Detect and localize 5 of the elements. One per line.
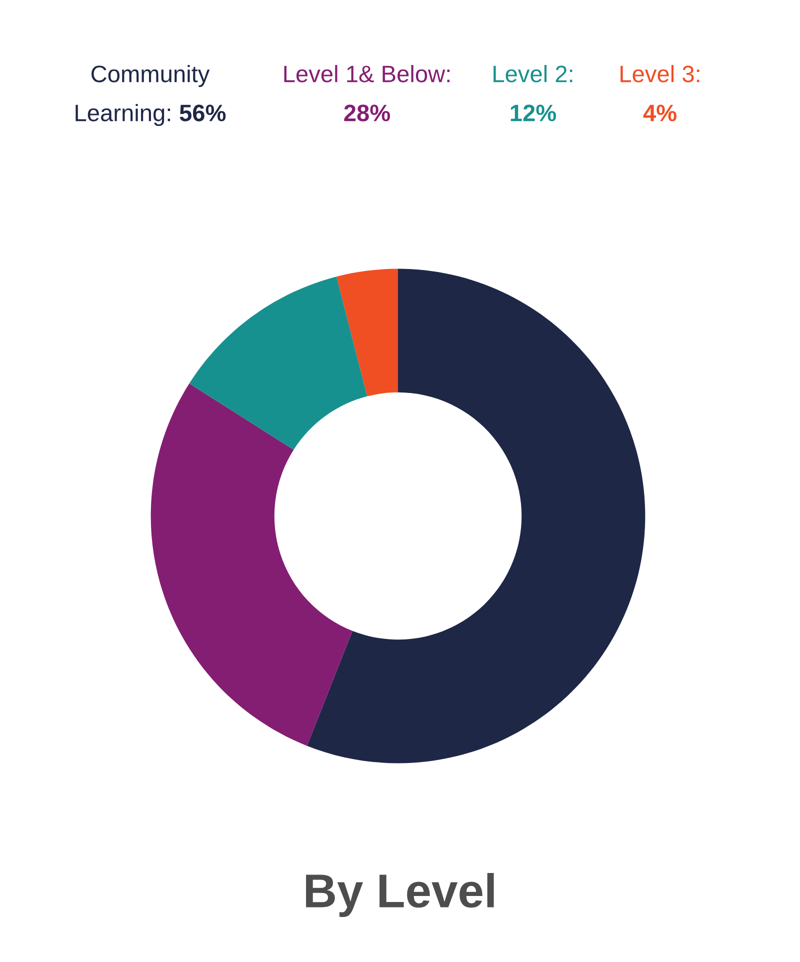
text: Level 2: 12% (494, 64, 572, 122)
text: Community Learning: 56% (76, 64, 226, 126)
text: Level 1& Below: 28% (284, 64, 450, 122)
text: By Level (306, 872, 494, 918)
text: Level 3: 4% (620, 64, 700, 122)
